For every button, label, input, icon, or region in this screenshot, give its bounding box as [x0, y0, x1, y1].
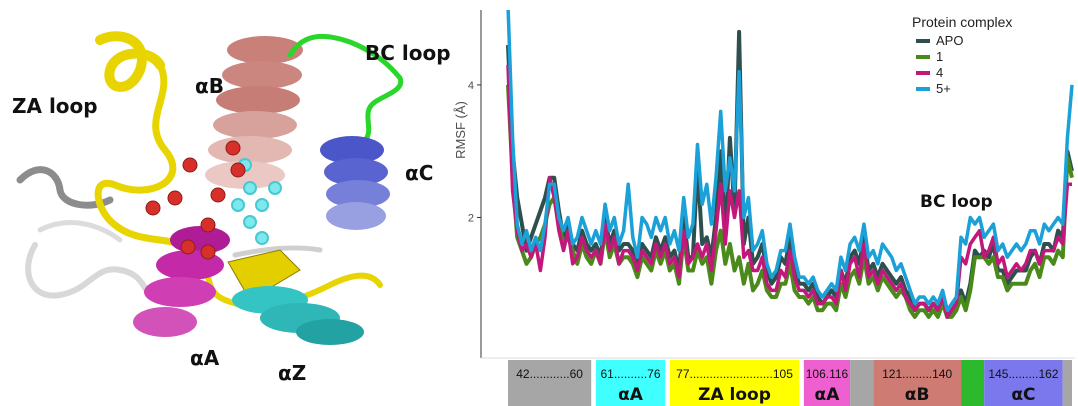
- legend-label: 4: [936, 65, 943, 80]
- alpha-c-helix: [320, 136, 390, 230]
- region-range-label: 61..........76: [600, 367, 660, 381]
- alpha-z-helix: [232, 286, 364, 345]
- y-axis-title: RMSF (Å): [453, 101, 468, 159]
- region-block: [850, 360, 874, 406]
- region-range-label: 121.........140: [882, 367, 952, 381]
- legend-label: 5+: [936, 81, 951, 96]
- region-block: [508, 360, 592, 406]
- legend-label: APO: [936, 33, 963, 48]
- region-name-label: αB: [905, 385, 930, 405]
- legend-label: 1: [936, 49, 943, 64]
- legend-title: Protein complex: [912, 14, 1012, 30]
- za-helix-arrow: [227, 249, 301, 301]
- region-block: [595, 360, 666, 406]
- water-molecules: [145, 140, 246, 260]
- region-block: [984, 360, 1063, 406]
- protein-structure-illustration: ZA loop αB BC loop αC αA αZ: [12, 31, 451, 385]
- rmsf-chart: RMSF (Å) 24 BC loop Protein complex APO1…: [453, 10, 1075, 406]
- series-layer: [506, 10, 1074, 319]
- bc-loop-annotation: BC loop: [920, 192, 993, 212]
- region-range-label: 42............60: [516, 367, 583, 381]
- region-name-label: αA: [815, 385, 841, 405]
- region-block: [961, 360, 985, 406]
- series-line-5: [506, 10, 1074, 312]
- region-range-label: 106.116: [806, 367, 849, 381]
- label-alpha-b: αB: [195, 74, 224, 98]
- y-tick-label: 2: [468, 212, 474, 224]
- ligand-molecule: [231, 158, 282, 245]
- label-alpha-z: αZ: [278, 361, 306, 385]
- region-name-label: αC: [1011, 385, 1035, 405]
- region-range-label: 77.........................105: [676, 367, 793, 381]
- alpha-b-helix: [205, 36, 303, 189]
- region-name-label: αA: [618, 385, 644, 405]
- region-block: [1062, 360, 1072, 406]
- y-axis-ticks: 24: [468, 80, 481, 224]
- region-block: [803, 360, 851, 406]
- label-bc-loop: BC loop: [365, 41, 451, 65]
- y-tick-label: 4: [468, 80, 474, 92]
- region-name-label: ZA loop: [698, 385, 771, 405]
- grey-loops: [16, 166, 323, 303]
- region-block: [669, 360, 800, 406]
- bc-loop-ribbon: [287, 33, 404, 143]
- region-strip: 42............60 61..........76 αA 77......…: [508, 360, 1072, 406]
- series-line-4: [506, 64, 1072, 319]
- alpha-a-helix: [133, 226, 230, 337]
- region-range-label: 145.........162: [988, 367, 1058, 381]
- label-za-loop: ZA loop: [12, 94, 98, 118]
- region-block: [873, 360, 962, 406]
- label-alpha-c: αC: [405, 161, 433, 185]
- label-alpha-a: αA: [190, 346, 220, 370]
